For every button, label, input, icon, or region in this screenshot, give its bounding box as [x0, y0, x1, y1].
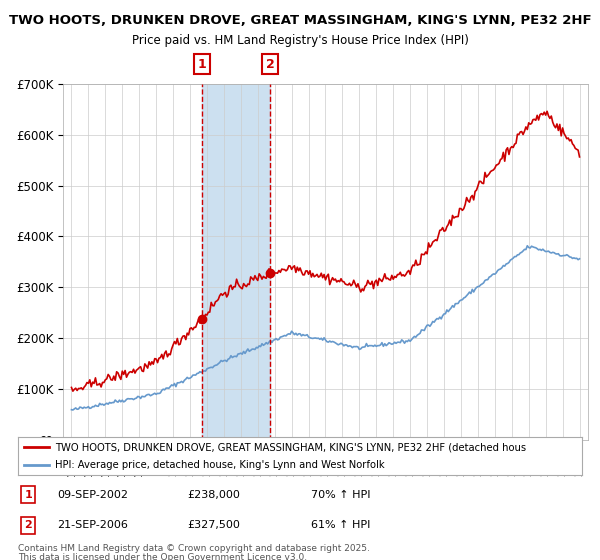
- Text: 61% ↑ HPI: 61% ↑ HPI: [311, 520, 371, 530]
- Text: Contains HM Land Registry data © Crown copyright and database right 2025.: Contains HM Land Registry data © Crown c…: [18, 544, 370, 553]
- Text: 09-SEP-2002: 09-SEP-2002: [58, 489, 128, 500]
- Text: £327,500: £327,500: [187, 520, 240, 530]
- Text: 21-SEP-2006: 21-SEP-2006: [58, 520, 128, 530]
- Text: Price paid vs. HM Land Registry's House Price Index (HPI): Price paid vs. HM Land Registry's House …: [131, 34, 469, 46]
- Text: TWO HOOTS, DRUNKEN DROVE, GREAT MASSINGHAM, KING'S LYNN, PE32 2HF (detached hous: TWO HOOTS, DRUNKEN DROVE, GREAT MASSINGH…: [55, 442, 526, 452]
- Text: This data is licensed under the Open Government Licence v3.0.: This data is licensed under the Open Gov…: [18, 553, 307, 560]
- Bar: [202, 84, 270, 440]
- Text: 70% ↑ HPI: 70% ↑ HPI: [311, 489, 371, 500]
- Text: 2: 2: [24, 520, 32, 530]
- Text: 2: 2: [266, 58, 274, 71]
- Text: £238,000: £238,000: [187, 489, 240, 500]
- Text: TWO HOOTS, DRUNKEN DROVE, GREAT MASSINGHAM, KING'S LYNN, PE32 2HF: TWO HOOTS, DRUNKEN DROVE, GREAT MASSINGH…: [8, 14, 592, 27]
- Text: 1: 1: [24, 489, 32, 500]
- Text: HPI: Average price, detached house, King's Lynn and West Norfolk: HPI: Average price, detached house, King…: [55, 460, 384, 470]
- Text: 1: 1: [197, 58, 206, 71]
